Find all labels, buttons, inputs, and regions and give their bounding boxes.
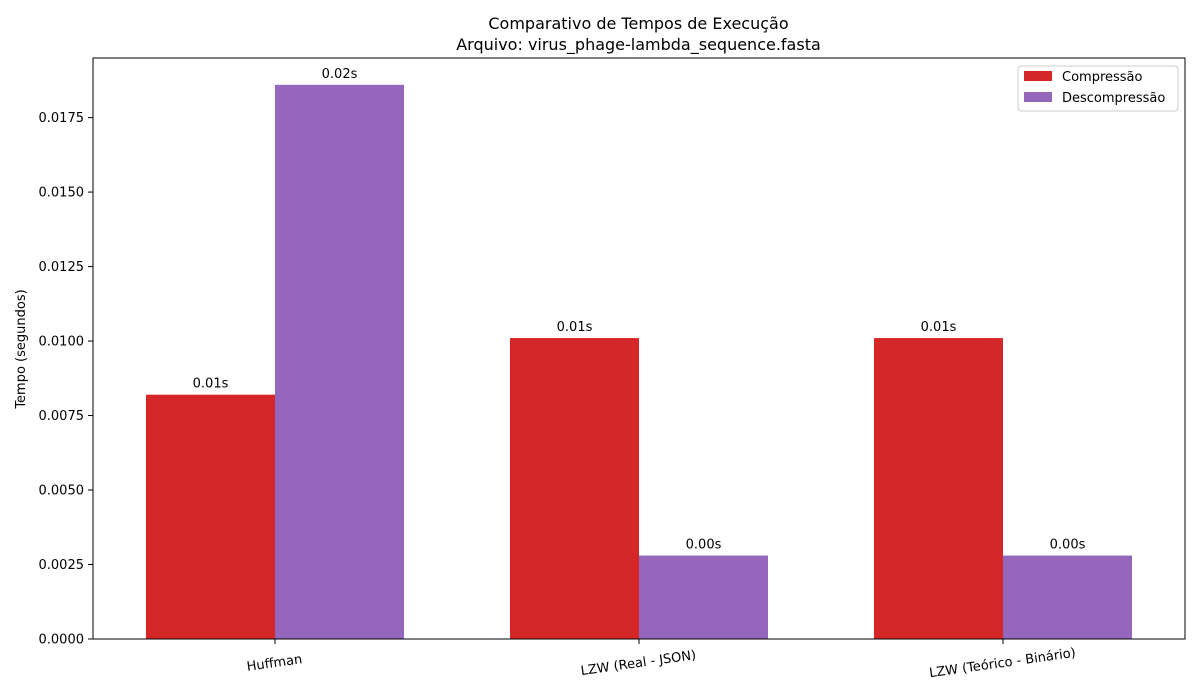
- y-tick-label: 0.0025: [39, 558, 85, 573]
- chart-subtitle: Arquivo: virus_phage-lambda_sequence.fas…: [456, 35, 821, 55]
- bar-1-2: [1003, 555, 1132, 639]
- legend-swatch-compressao: [1024, 71, 1052, 81]
- legend-label-descompressao: Descompressão: [1062, 91, 1165, 106]
- legend-swatch-descompressao: [1024, 92, 1052, 102]
- plot-area: 0.01s 0.01s 0.01s 0.02s 0.00s 0.00s 0.0000 0.00…: [39, 57, 1186, 681]
- bar-value-label: 0.00s: [1050, 538, 1086, 553]
- y-tick-label: 0.0175: [39, 111, 85, 126]
- bar-0-0: [146, 394, 275, 639]
- legend: Compressão Descompressão: [1017, 65, 1179, 112]
- y-tick-label: 0.0100: [39, 335, 85, 350]
- chart-title: Comparativo de Tempos de Execução: [488, 14, 788, 33]
- legend-label-compressao: Compressão: [1062, 70, 1143, 85]
- y-tick-label: 0.0150: [39, 186, 85, 201]
- bar-value-label: 0.01s: [557, 320, 593, 335]
- y-tick-label: 0.0125: [39, 260, 85, 275]
- bar-value-label: 0.02s: [322, 67, 358, 82]
- y-tick-label: 0.0050: [39, 484, 85, 499]
- bar-value-label: 0.00s: [686, 538, 722, 553]
- bar-value-label: 0.01s: [193, 377, 229, 392]
- y-axis-label: Tempo (segundos): [14, 289, 29, 409]
- bar-1-1: [639, 555, 768, 639]
- x-tick-label: Huffman: [246, 652, 303, 675]
- bar-0-1: [510, 338, 639, 639]
- bar-1-0: [275, 84, 404, 640]
- y-tick-label: 0.0000: [39, 633, 85, 648]
- bar-0-2: [874, 338, 1003, 639]
- x-tick-label: LZW (Teórico - Binário): [928, 646, 1076, 681]
- x-tick-label: LZW (Real - JSON): [580, 648, 697, 679]
- y-tick-label: 0.0075: [39, 409, 85, 424]
- bar-value-label: 0.01s: [921, 320, 957, 335]
- legend-frame: [1017, 65, 1179, 112]
